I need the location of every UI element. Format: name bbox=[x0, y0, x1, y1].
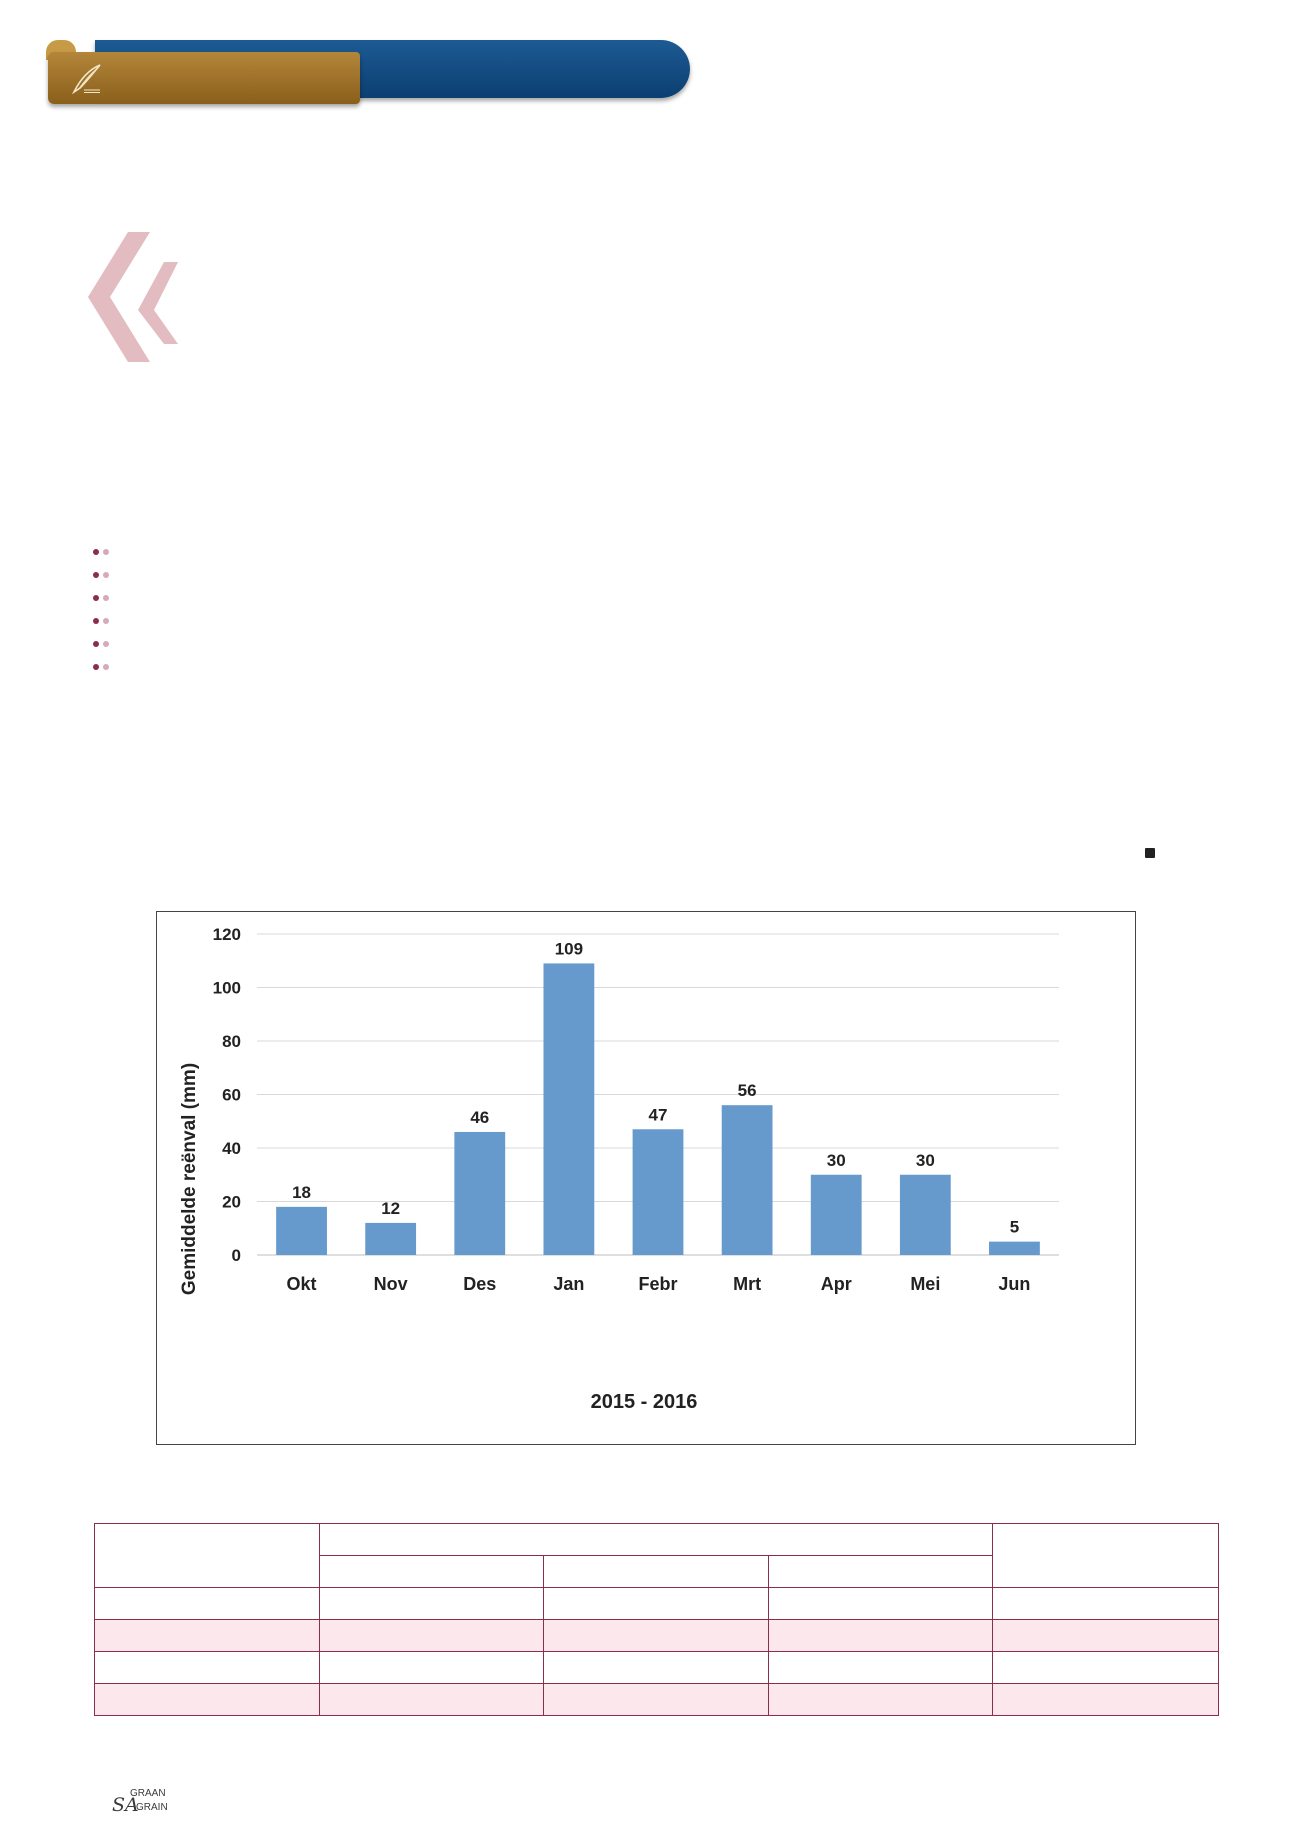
table-subheader-cell bbox=[767, 1555, 994, 1588]
x-tick-label: Apr bbox=[821, 1274, 852, 1294]
table-row bbox=[94, 1587, 1220, 1620]
y-tick-label: 100 bbox=[213, 979, 241, 998]
data-label: 30 bbox=[827, 1151, 846, 1170]
bar-jan bbox=[543, 963, 595, 1255]
data-label: 56 bbox=[738, 1081, 757, 1100]
bullet-marker bbox=[93, 563, 109, 586]
header-banner-gold bbox=[48, 52, 360, 104]
table-header-cell bbox=[94, 1523, 320, 1588]
logo-line-2: GRAIN bbox=[136, 1802, 168, 1813]
bullet-marker bbox=[93, 609, 109, 632]
bar-jun bbox=[989, 1241, 1040, 1255]
y-axis-title: Gemiddelde reënval (mm) bbox=[179, 1063, 200, 1295]
bar-okt bbox=[276, 1206, 327, 1255]
data-label: 47 bbox=[649, 1105, 668, 1124]
rainfall-chart: 0 20 40 60 80 100 120 18 Okt 12 Nov 46 Des 109 Jan 47 Fe… bbox=[156, 911, 1136, 1445]
data-label: 5 bbox=[1010, 1218, 1019, 1237]
data-table bbox=[94, 1523, 1220, 1716]
square-end-icon bbox=[1145, 848, 1155, 858]
bar-apr bbox=[810, 1174, 862, 1255]
bullet-marker bbox=[93, 655, 109, 678]
table-row bbox=[94, 1651, 1220, 1684]
logo-line-1: GRAAN bbox=[130, 1788, 166, 1799]
data-label: 12 bbox=[381, 1199, 400, 1218]
table-header-row bbox=[94, 1523, 1220, 1588]
bar-mei bbox=[899, 1174, 951, 1255]
table-header-cell bbox=[992, 1523, 1220, 1588]
bar-febr bbox=[632, 1129, 684, 1255]
bullet-marker bbox=[93, 540, 109, 563]
y-tick-label: 80 bbox=[222, 1032, 241, 1051]
data-label: 18 bbox=[292, 1183, 311, 1202]
double-chevron-quote-icon bbox=[88, 232, 178, 362]
data-label: 109 bbox=[555, 939, 583, 958]
bullet-list bbox=[93, 540, 109, 678]
y-tick-label: 120 bbox=[213, 925, 241, 944]
chart-canvas: 0 20 40 60 80 100 120 18 Okt 12 Nov 46 Des 109 Jan 47 Fe… bbox=[179, 925, 1059, 1413]
x-tick-label: Okt bbox=[287, 1274, 317, 1294]
table-subheader-cell bbox=[543, 1555, 769, 1588]
x-axis-title: 2015 - 2016 bbox=[591, 1391, 698, 1413]
table-row bbox=[94, 1683, 1220, 1716]
x-tick-label: Nov bbox=[374, 1274, 408, 1294]
feather-quill-icon bbox=[71, 64, 101, 95]
table-header-group-cell bbox=[318, 1523, 994, 1556]
bar-des bbox=[454, 1131, 506, 1255]
data-label: 46 bbox=[470, 1108, 489, 1127]
bullet-marker bbox=[93, 586, 109, 609]
x-tick-label: Des bbox=[463, 1274, 496, 1294]
bar-mrt bbox=[721, 1105, 773, 1255]
bar-nov bbox=[365, 1222, 417, 1255]
y-tick-label: 40 bbox=[222, 1139, 241, 1158]
x-tick-label: Mrt bbox=[733, 1274, 761, 1294]
table-subheader-cell bbox=[319, 1555, 544, 1588]
x-tick-label: Jun bbox=[998, 1274, 1030, 1294]
y-tick-label: 20 bbox=[222, 1193, 241, 1212]
x-tick-label: Febr bbox=[638, 1274, 677, 1294]
data-label: 30 bbox=[916, 1151, 935, 1170]
table-row bbox=[94, 1619, 1220, 1652]
x-tick-label: Mei bbox=[910, 1274, 940, 1294]
y-tick-label: 60 bbox=[222, 1086, 241, 1105]
logo-prefix: SA bbox=[112, 1794, 139, 1816]
bullet-marker bbox=[93, 632, 109, 655]
x-tick-label: Jan bbox=[553, 1274, 584, 1294]
y-tick-label: 0 bbox=[232, 1246, 241, 1265]
sa-graan-grain-logo: SA GRAAN GRAIN bbox=[112, 1788, 172, 1818]
